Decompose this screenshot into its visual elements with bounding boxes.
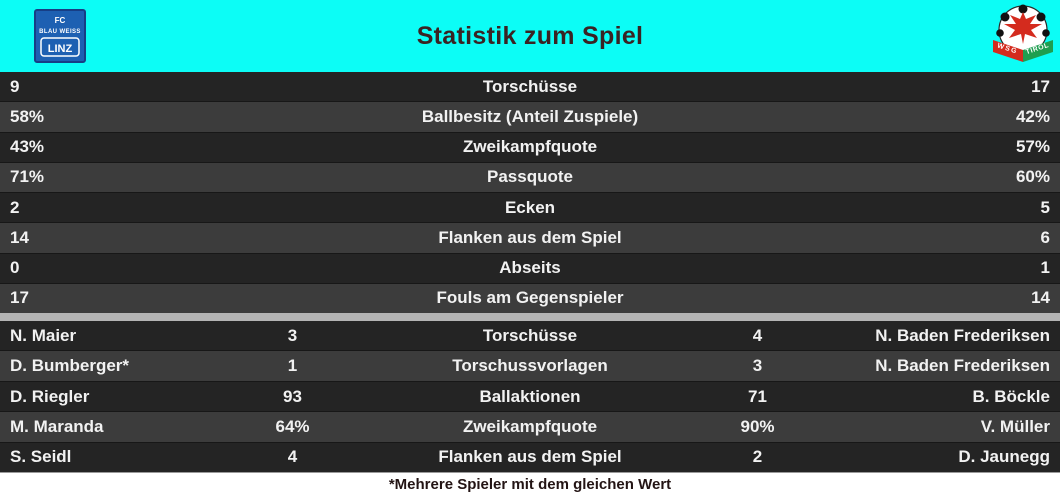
section-divider — [0, 313, 1060, 321]
away-player-value: 71 — [748, 386, 767, 406]
home-value: 43% — [10, 137, 45, 157]
player-stat-row: M. Maranda 64% Zweikampfquote 90% V. Mül… — [0, 411, 1060, 442]
stat-label: Torschüsse — [482, 76, 578, 96]
stat-label: Passquote — [487, 167, 573, 187]
home-logo-text-blau-weiss: BLAU WEISS — [39, 29, 81, 35]
footnote: *Mehrere Spieler mit dem gleichen Wert — [388, 475, 672, 493]
home-value: 58% — [10, 106, 45, 126]
team-stat-row: 71% Passquote 60% — [0, 161, 1060, 192]
player-stat-row: D. Riegler 93 Ballaktionen 71 B. Böckle — [0, 380, 1060, 412]
away-player-name: B. Böckle — [972, 386, 1050, 406]
home-logo-text-fc: FC — [55, 16, 66, 25]
team-stat-row: 0 Abseits 1 — [0, 252, 1060, 283]
away-team-logo-wsg-tirol: WSG TIROL — [993, 4, 1053, 62]
away-value: 42% — [1015, 106, 1050, 126]
stat-label: Fouls am Gegenspieler — [436, 288, 624, 308]
away-value: 17 — [1031, 76, 1050, 96]
stat-label: Zweikampfquote — [462, 416, 598, 436]
header: FC BLAU WEISS LINZ Statistik zum Spiel W… — [0, 0, 1060, 72]
home-value: 14 — [10, 227, 29, 247]
stat-label: Ballbesitz (Anteil Zuspiele) — [421, 106, 639, 126]
home-value: 17 — [10, 288, 29, 308]
tyrol-eagle-icon — [1004, 12, 1042, 44]
footer: *Mehrere Spieler mit dem gleichen Wert — [0, 472, 1060, 495]
away-value: 6 — [1040, 227, 1050, 247]
away-player-value: 2 — [752, 447, 763, 467]
home-player-value: 3 — [287, 325, 298, 345]
away-player-value: 4 — [752, 325, 763, 345]
home-player-value: 4 — [287, 447, 298, 467]
home-team-logo-blau-weiss-linz: FC BLAU WEISS LINZ — [34, 9, 86, 63]
page-title: Statistik zum Spiel — [416, 21, 644, 50]
home-player-name: N. Maier — [10, 325, 77, 345]
player-stat-row: N. Maier 3 Torschüsse 4 N. Baden Frederi… — [0, 321, 1060, 351]
stat-label: Zweikampfquote — [462, 137, 598, 157]
ball-spot — [1000, 12, 1010, 22]
stat-label: Flanken aus dem Spiel — [438, 227, 622, 247]
team-stat-row: 9 Torschüsse 17 — [0, 72, 1060, 102]
away-value: 60% — [1015, 167, 1050, 187]
away-player-name: V. Müller — [980, 416, 1050, 436]
home-player-value: 93 — [283, 386, 302, 406]
stat-label: Ecken — [504, 197, 556, 217]
home-logo-text-linz: LINZ — [48, 43, 73, 55]
stat-label: Ballaktionen — [479, 386, 581, 406]
away-player-name: D. Jaunegg — [958, 447, 1050, 467]
ball-spot — [996, 29, 1004, 37]
home-logo-shield — [34, 9, 86, 63]
home-value: 2 — [10, 197, 20, 217]
team-stats-section: 9 Torschüsse 17 58% Ballbesitz (Anteil Z… — [0, 72, 1060, 313]
away-player-name: N. Baden Frederiksen — [875, 356, 1050, 376]
home-player-name: M. Maranda — [10, 416, 104, 436]
player-stats-section: N. Maier 3 Torschüsse 4 N. Baden Frederi… — [0, 321, 1060, 473]
stat-label: Flanken aus dem Spiel — [438, 447, 622, 467]
team-stat-row: 2 Ecken 5 — [0, 192, 1060, 223]
away-player-name: N. Baden Frederiksen — [875, 325, 1050, 345]
player-stat-row: D. Bumberger* 1 Torschussvorlagen 3 N. B… — [0, 350, 1060, 381]
stat-label: Torschussvorlagen — [452, 356, 608, 376]
away-logo-banner-red — [993, 40, 1023, 62]
team-stat-row: 43% Zweikampfquote 57% — [0, 131, 1060, 162]
home-value: 0 — [10, 258, 20, 278]
away-value: 57% — [1015, 137, 1050, 157]
away-value: 5 — [1040, 197, 1050, 217]
ball-spot — [1018, 4, 1028, 14]
stat-label: Torschüsse — [482, 325, 578, 345]
ball-spot — [1042, 29, 1050, 37]
home-player-name: D. Bumberger* — [10, 356, 130, 376]
team-stat-row: 14 Flanken aus dem Spiel 6 — [0, 222, 1060, 253]
player-stat-row: S. Seidl 4 Flanken aus dem Spiel 2 D. Ja… — [0, 441, 1060, 473]
home-value: 71% — [10, 167, 45, 187]
away-logo-banner-green — [1023, 40, 1053, 62]
stat-label: Abseits — [499, 258, 561, 278]
home-player-value: 64% — [275, 416, 310, 436]
team-stat-row: 58% Ballbesitz (Anteil Zuspiele) 42% — [0, 101, 1060, 132]
home-value: 9 — [10, 76, 20, 96]
ball-spot — [1036, 12, 1046, 22]
away-player-value: 3 — [752, 356, 763, 376]
home-player-name: D. Riegler — [10, 386, 90, 406]
home-player-value: 1 — [287, 356, 298, 376]
team-stat-row: 17 Fouls am Gegenspieler 14 — [0, 282, 1060, 313]
away-value: 1 — [1040, 258, 1050, 278]
home-logo-linz-box — [40, 37, 80, 57]
away-player-value: 90% — [740, 416, 775, 436]
home-player-name: S. Seidl — [10, 447, 72, 467]
away-value: 14 — [1031, 288, 1050, 308]
